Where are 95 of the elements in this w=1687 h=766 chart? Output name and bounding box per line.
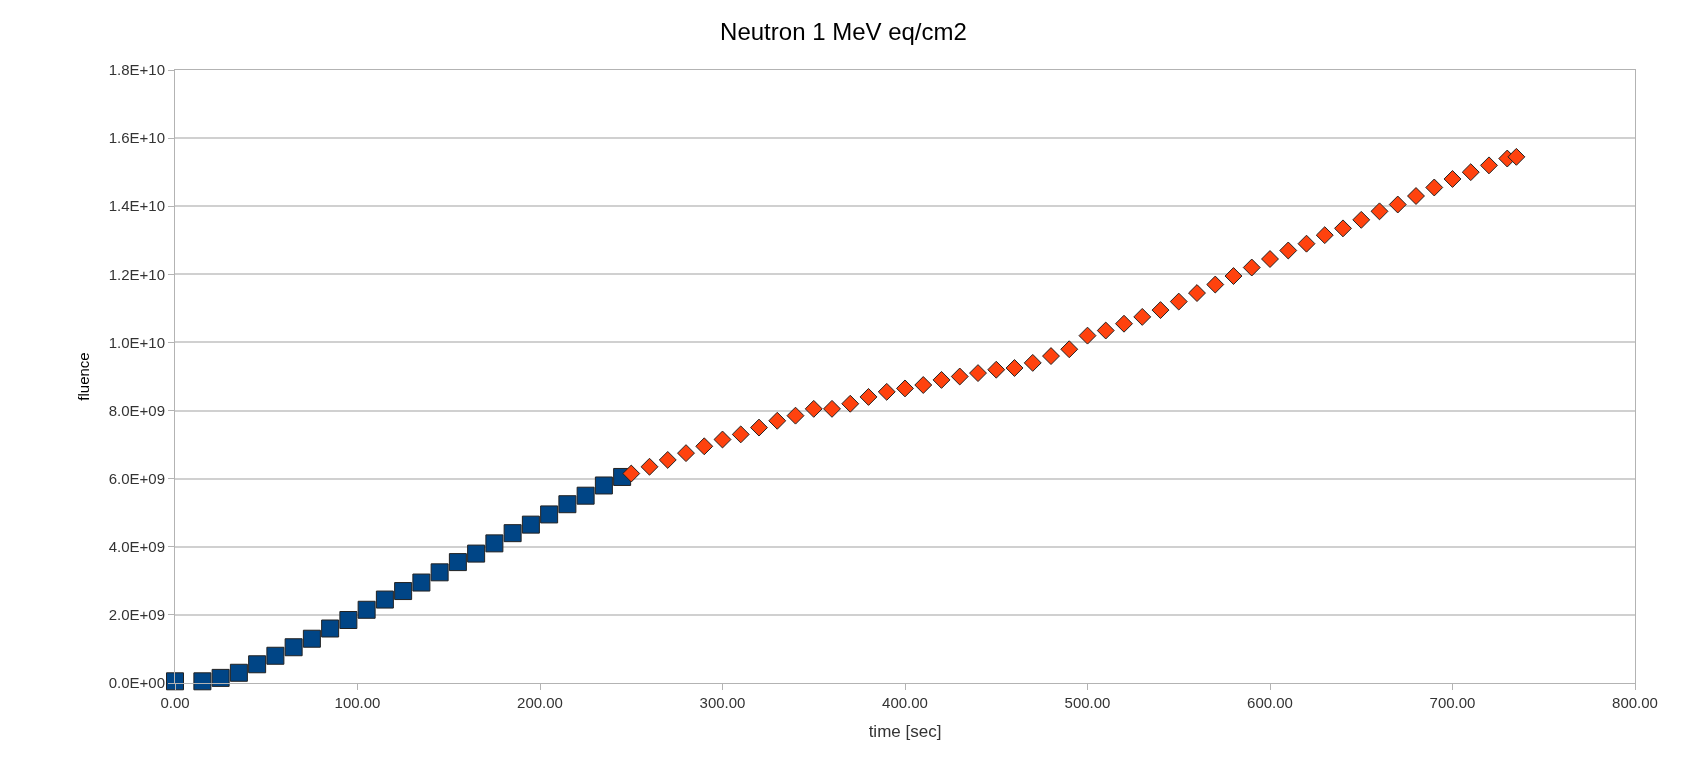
point [1334,219,1352,238]
point [430,563,449,582]
point [594,476,613,495]
y-tick-label: 8.0E+09 [108,401,165,419]
point [750,418,768,437]
x-axis-title: time [sec] [868,722,942,742]
point [248,655,267,674]
point [1352,210,1371,229]
point [357,600,376,619]
point [768,411,787,430]
point [1279,241,1298,260]
point [1461,163,1480,182]
y-axis-title: fluence [74,352,92,401]
y-tick-label: 1.2E+10 [108,265,165,283]
x-tick-label: 500.00 [1064,694,1111,711]
point [677,444,695,463]
point [1315,226,1334,245]
point [521,515,540,534]
point [321,619,340,638]
x-tick-label: 700.00 [1429,694,1476,711]
point [211,668,230,687]
point [1507,147,1526,166]
point [914,376,933,394]
point [804,399,823,418]
point [1151,301,1170,320]
x-tick-label: 400.00 [882,694,928,711]
y-tick-label: 1.4E+10 [108,197,165,215]
point [622,464,641,483]
y-tick-label: 2.0E+09 [108,606,165,624]
point [1297,234,1316,253]
point [658,450,677,469]
point [1261,250,1279,268]
point [1169,292,1188,311]
point [823,399,841,418]
y-tick-label: 0.0E+00 [108,674,165,692]
point [1370,202,1389,221]
point [1443,170,1462,188]
point [950,367,969,386]
point [166,672,184,691]
point [987,360,1006,379]
y-tick-label: 6.0E+09 [108,469,165,487]
point [640,457,659,476]
point [448,553,467,572]
point [266,646,285,665]
point [193,672,212,691]
point [969,364,987,383]
point [1388,195,1407,214]
point [1060,340,1079,359]
point [1042,347,1060,366]
chart-title: Neutron 1 MeV eq/cm2 [720,17,967,45]
point [896,379,914,398]
x-tick-label: 100.00 [334,694,381,711]
y-tick-label: 1.0E+10 [108,333,165,351]
point [1188,284,1206,303]
point [841,394,860,413]
point [859,387,878,406]
point [877,382,896,401]
point [467,544,486,563]
x-tick-label: 600.00 [1247,694,1293,711]
point [302,629,321,648]
point [1096,321,1115,340]
point [375,590,394,609]
y-tick-label: 1.6E+10 [108,129,165,147]
point [731,425,750,444]
point [394,582,413,601]
point [284,638,303,657]
point [485,534,504,553]
point [339,611,358,629]
point [1078,326,1097,345]
point [412,573,431,592]
point [932,370,951,389]
point [1206,275,1225,294]
point [1425,178,1444,197]
point [1133,307,1152,326]
point [540,505,559,524]
point [713,430,732,449]
point [695,437,714,456]
x-tick-label: 200.00 [517,694,563,711]
x-tick-label: 800.00 [1612,694,1658,711]
point [1480,156,1498,175]
x-tick-label: 0.00 [160,694,190,711]
point [229,663,248,682]
point [576,486,595,505]
point [1005,359,1024,377]
point [786,406,805,425]
x-tick-label: 300.00 [699,694,746,711]
point [1115,314,1133,333]
point [1023,353,1042,372]
y-tick-label: 1.8E+10 [108,61,165,79]
point [1407,187,1425,205]
point [558,495,577,514]
point [1242,258,1261,277]
y-tick-label: 4.0E+09 [108,538,165,556]
point [503,524,522,543]
point [1224,267,1243,285]
